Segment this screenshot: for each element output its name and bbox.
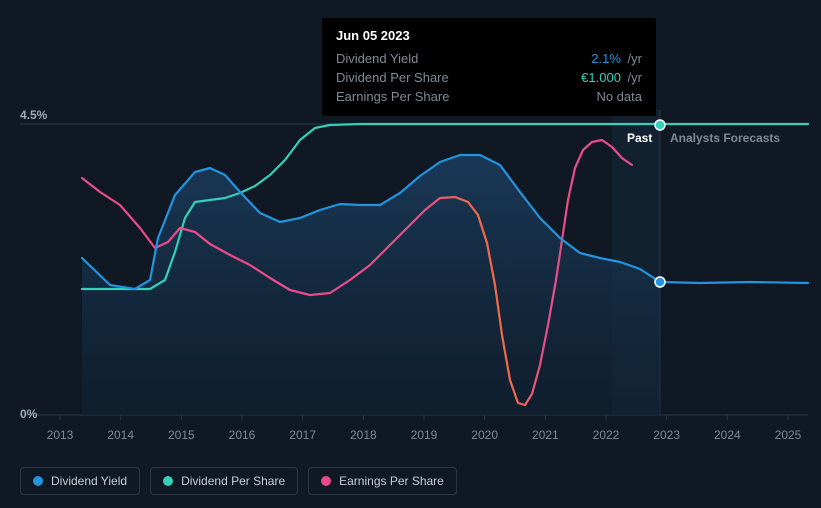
past-label: Past xyxy=(627,131,652,145)
tooltip-row: Dividend Yield 2.1% /yr xyxy=(336,49,642,68)
legend-label: Dividend Per Share xyxy=(181,474,285,488)
x-axis-tick: 2016 xyxy=(229,428,256,442)
x-axis-tick: 2020 xyxy=(471,428,498,442)
x-axis-tick: 2021 xyxy=(532,428,559,442)
forecast-label: Analysts Forecasts xyxy=(670,131,780,145)
tooltip-row-label: Dividend Yield xyxy=(336,51,418,66)
legend-dot-icon xyxy=(163,476,173,486)
legend-dot-icon xyxy=(33,476,43,486)
chart-tooltip: Jun 05 2023 Dividend Yield2.1% /yrDivide… xyxy=(322,18,656,116)
legend: Dividend Yield Dividend Per Share Earnings… xyxy=(20,467,457,495)
x-axis-tick: 2019 xyxy=(411,428,438,442)
legend-item[interactable]: Dividend Yield xyxy=(20,467,140,495)
tooltip-date: Jun 05 2023 xyxy=(336,28,642,43)
legend-item[interactable]: Earnings Per Share xyxy=(308,467,457,495)
legend-dot-icon xyxy=(321,476,331,486)
x-axis-tick: 2013 xyxy=(47,428,74,442)
y-axis-min-label: 0% xyxy=(20,407,37,421)
y-axis-max-label: 4.5% xyxy=(20,108,47,122)
tooltip-row-value: €1.000 /yr xyxy=(581,70,642,85)
x-axis-tick: 2018 xyxy=(350,428,377,442)
x-axis-tick: 2022 xyxy=(593,428,620,442)
tooltip-row: Earnings Per Share No data xyxy=(336,87,642,106)
legend-label: Dividend Yield xyxy=(51,474,127,488)
tooltip-row: Dividend Per Share €1.000 /yr xyxy=(336,68,642,87)
tooltip-row-value: 2.1% /yr xyxy=(591,51,642,66)
tooltip-row-label: Dividend Per Share xyxy=(336,70,449,85)
legend-label: Earnings Per Share xyxy=(339,474,444,488)
x-axis-tick: 2023 xyxy=(653,428,680,442)
x-axis-tick: 2025 xyxy=(775,428,802,442)
x-axis-tick: 2024 xyxy=(714,428,741,442)
tooltip-row-label: Earnings Per Share xyxy=(336,89,449,104)
x-axis-tick: 2017 xyxy=(289,428,316,442)
dividend-chart: Jun 05 2023 Dividend Yield2.1% /yrDivide… xyxy=(0,0,821,508)
legend-item[interactable]: Dividend Per Share xyxy=(150,467,298,495)
x-axis-tick: 2014 xyxy=(107,428,134,442)
x-axis-tick: 2015 xyxy=(168,428,195,442)
tooltip-row-value: No data xyxy=(596,89,642,104)
